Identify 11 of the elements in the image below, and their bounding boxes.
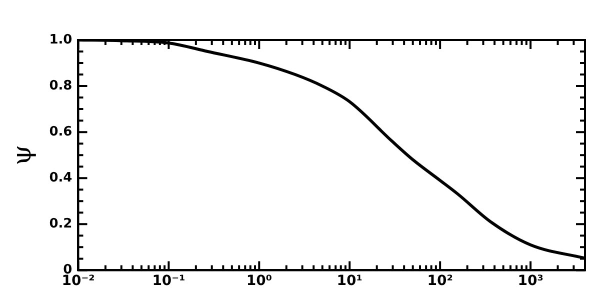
x-tick-label: 10³ — [518, 273, 544, 290]
x-tick-label: 10⁰ — [246, 273, 272, 290]
x-tick-label: 10⁻¹ — [152, 273, 186, 290]
y-tick-label: 1.0 — [49, 32, 72, 48]
y-tick-label: 0.4 — [49, 170, 72, 186]
y-axis-title: ψ — [7, 144, 38, 166]
y-tick-label: 0.6 — [49, 124, 72, 140]
x-tick-label: 10² — [427, 273, 453, 290]
y-tick-label: 0.2 — [49, 216, 72, 232]
y-tick-label: 0.8 — [49, 78, 72, 94]
x-tick-label: 10¹ — [336, 273, 362, 290]
